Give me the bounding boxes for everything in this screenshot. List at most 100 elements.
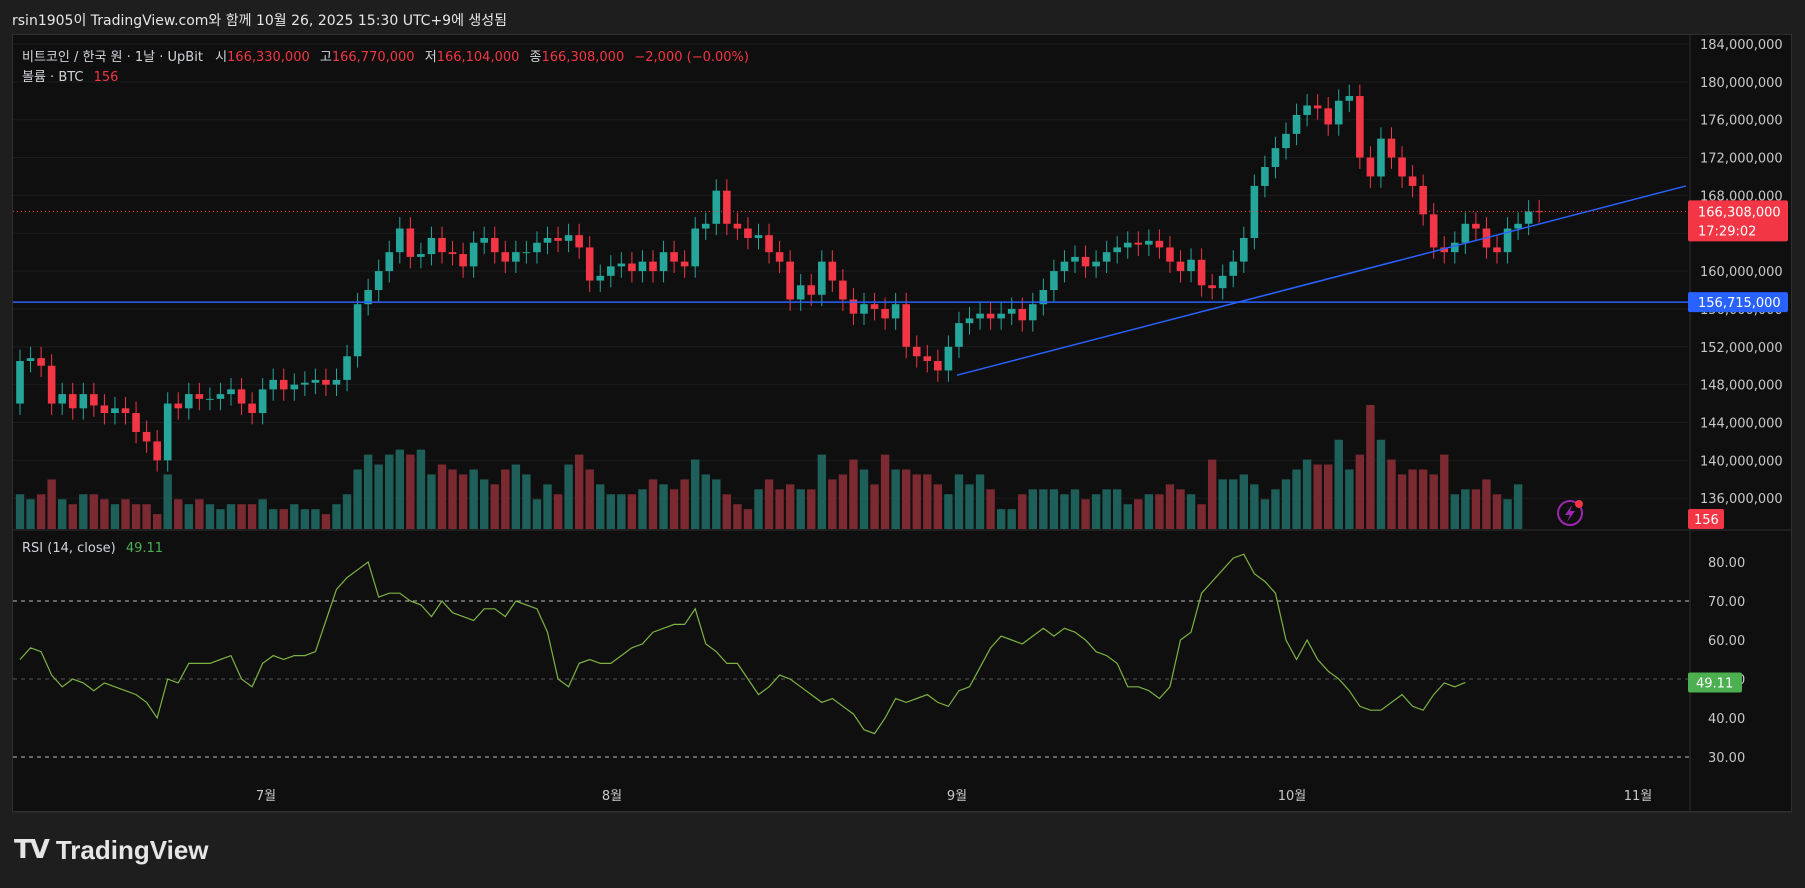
candle-body <box>374 271 383 291</box>
lightning-icon[interactable] <box>1557 500 1583 526</box>
rsi-value-tag-text: 49.11 <box>1696 676 1733 691</box>
volume-bar <box>1260 499 1270 529</box>
volume-bar <box>163 474 172 529</box>
rsi-tick-label: 70.00 <box>1708 595 1745 610</box>
volume-bar <box>680 479 689 529</box>
candle-body <box>839 280 847 300</box>
volume-bar <box>1292 469 1301 529</box>
candle-body <box>364 290 372 305</box>
volume-bar <box>1271 489 1280 529</box>
volume-bar <box>1039 489 1048 529</box>
price-tick-label: 184,000,000 <box>1700 38 1783 53</box>
candle-body <box>1366 157 1375 177</box>
volume-bar <box>406 454 415 529</box>
candle-body <box>68 394 77 409</box>
volume-label[interactable]: 볼륨 · BTC <box>22 70 84 85</box>
candle-body <box>944 346 953 371</box>
candle-body <box>1050 271 1058 291</box>
candle-body <box>955 323 963 347</box>
volume-bar <box>395 449 404 529</box>
candle-body <box>16 360 24 404</box>
volume-bar <box>923 474 932 529</box>
brand-name: TradingView <box>55 834 209 865</box>
candle-body <box>121 408 130 414</box>
volume-bar <box>669 489 679 529</box>
candle-body <box>733 223 742 229</box>
candle-body <box>796 285 805 300</box>
volume-bar <box>68 504 77 529</box>
volume-bar <box>564 464 573 529</box>
volume-bar <box>448 469 457 529</box>
candle-body <box>1345 96 1354 101</box>
volume-bar <box>849 459 858 529</box>
volume-bar <box>36 494 46 529</box>
candle-body <box>1524 211 1533 224</box>
candle-body <box>596 275 605 281</box>
candle-body <box>1145 240 1153 245</box>
volume-tag <box>1688 509 1724 529</box>
volume-bar <box>511 464 521 529</box>
volume-bar <box>754 489 763 529</box>
candle-body <box>607 266 615 276</box>
candle-body <box>269 379 277 390</box>
volume-bar <box>1239 474 1248 529</box>
volume-bar <box>944 494 953 529</box>
candle-body <box>575 235 583 248</box>
price-tick-label: 180,000,000 <box>1700 76 1783 91</box>
volume-bar <box>1482 479 1491 529</box>
volume-bar <box>1503 499 1512 529</box>
candle-body <box>1292 114 1301 134</box>
volume-bar <box>1324 464 1333 529</box>
volume-bar <box>216 509 225 529</box>
candle-body <box>1356 96 1364 158</box>
candle-body <box>554 237 562 241</box>
candle-body <box>448 252 457 255</box>
candle-body <box>828 261 837 281</box>
candle-body <box>90 394 98 406</box>
candle-body <box>132 413 140 432</box>
candle-body <box>1134 242 1143 245</box>
symbol-label[interactable]: 비트코인 / 한국 원 · 1날 · UpBit <box>22 50 203 65</box>
tradingview-logo-icon: TV <box>14 835 50 865</box>
candle-body <box>680 261 689 267</box>
volume-bar <box>1155 494 1164 529</box>
volume-bar <box>237 504 246 529</box>
candle-body <box>1018 308 1027 321</box>
rsi-label[interactable]: RSI (14, close) <box>22 541 116 556</box>
candle-body <box>1250 185 1259 238</box>
candle-body <box>1324 108 1332 125</box>
candle-body <box>691 228 699 267</box>
volume-bar <box>1513 484 1523 529</box>
candle-body <box>37 358 45 366</box>
volume-bar <box>1070 489 1080 529</box>
volume-bar <box>638 489 647 529</box>
volume-bar <box>1081 499 1090 529</box>
volume-bar <box>1366 405 1375 529</box>
volume-bar <box>1418 469 1428 529</box>
candle-body <box>290 384 299 390</box>
candle-body <box>1176 261 1185 272</box>
volume-bar <box>26 499 35 529</box>
volume-tag-text: 156 <box>1694 513 1719 528</box>
volume-bar <box>1197 504 1206 529</box>
volume-bar <box>859 469 869 529</box>
volume-value: 156 <box>93 70 119 85</box>
volume-bar <box>817 454 826 529</box>
candle-body <box>153 441 161 461</box>
price-tick-label: 136,000,000 <box>1700 492 1783 507</box>
volume-bar <box>416 449 426 529</box>
volume-bar <box>743 509 753 529</box>
volume-bar <box>269 509 278 529</box>
candle-body <box>427 237 436 255</box>
volume-bar <box>1281 479 1291 529</box>
volume-bar <box>838 474 848 529</box>
volume-bar <box>1123 504 1132 529</box>
volume-bar <box>363 454 373 529</box>
candle-body <box>1419 185 1427 215</box>
tradingview-logo[interactable]: TV TradingView <box>14 834 209 866</box>
candle-body <box>1461 223 1470 243</box>
volume-bar <box>1018 494 1027 529</box>
time-axis-label: 9월 <box>947 789 967 804</box>
candle-body <box>1440 247 1449 253</box>
